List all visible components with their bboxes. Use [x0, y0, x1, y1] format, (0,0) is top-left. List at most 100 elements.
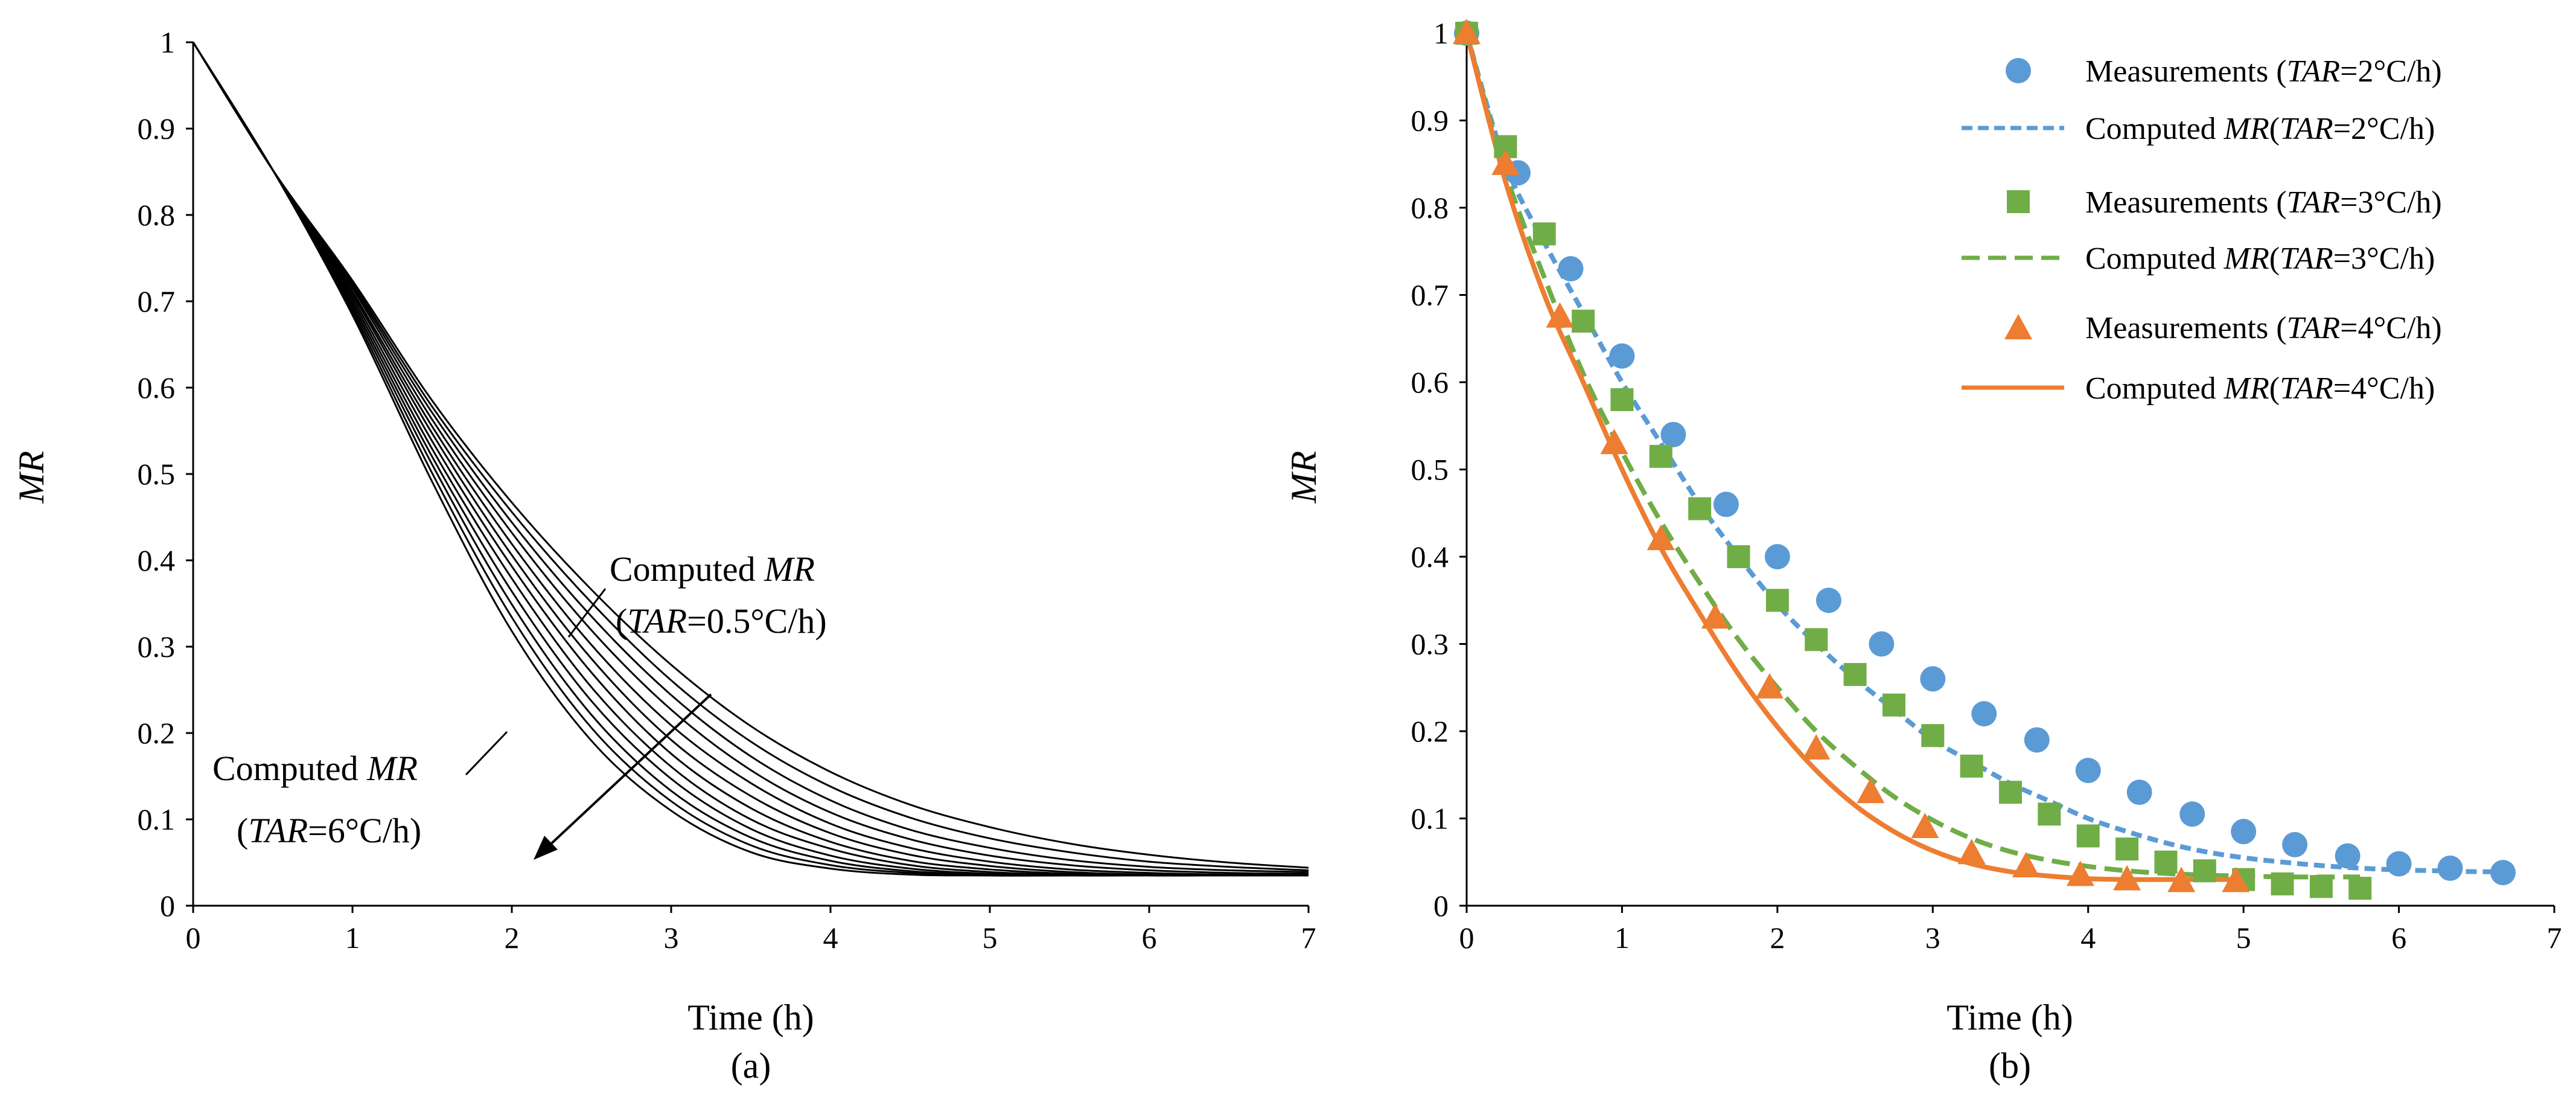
marker-circle [1660, 421, 1686, 447]
marker-square [2038, 802, 2061, 826]
annotation-top-line1-italic: MR [764, 549, 815, 589]
annotation-top-line2-italic: TAR [627, 601, 687, 641]
legend-5-plain: Computed [2085, 371, 2224, 406]
panel-b-series-group [1453, 19, 2516, 900]
annotation-top-line2-rest: =0.5°C/h) [687, 601, 827, 641]
marker-triangle [1647, 525, 1675, 551]
computed-line-series-3 [1464, 32, 2361, 880]
y-tick-label: 0.3 [138, 630, 176, 664]
marker-square [1765, 589, 1789, 612]
y-tick-label: 1 [1433, 16, 1449, 50]
svg-text:Computed MR: Computed MR [610, 549, 815, 589]
panel-a-y-tick-labels: 0 0.1 0.2 0.3 0.4 0.5 0.6 0.7 0.8 0.9 1 [138, 25, 176, 923]
svg-text:(TAR=6°C/h): (TAR=6°C/h) [237, 811, 421, 850]
legend-1-italic2: TAR [2280, 112, 2333, 146]
y-tick-label: 0.1 [1411, 802, 1449, 836]
marker-square [2348, 877, 2372, 900]
y-tick-label: 0.8 [1411, 191, 1449, 225]
panel-a-x-axis-label: Time (h) [687, 997, 814, 1037]
panel-b-label: (b) [1989, 1046, 2031, 1086]
marker-circle [1764, 544, 1790, 569]
panel-b-y-axis-label: MR [1284, 451, 1324, 504]
x-tick-label: 4 [823, 921, 838, 955]
marker-circle [1713, 491, 1739, 517]
legend-0-rest: =2°C/h) [2340, 54, 2442, 89]
y-tick-label: 0.2 [1411, 714, 1449, 748]
legend-0-italic: TAR [2287, 54, 2341, 89]
y-tick-label: 1 [160, 25, 175, 59]
x-tick-label: 1 [345, 921, 360, 955]
svg-text:Measurements (TAR=4°C/h): Measurements (TAR=4°C/h) [2085, 311, 2442, 345]
marker-triangle [1546, 302, 1574, 328]
legend-4-italic: TAR [2287, 311, 2341, 345]
panel-a-x-tick-labels: 0 1 2 3 4 5 6 7 [186, 921, 1316, 955]
legend-swatch-triangle [2004, 314, 2032, 339]
annotation-bottom-line2-italic: TAR [248, 811, 308, 850]
legend-2-italic: TAR [2287, 185, 2341, 220]
x-tick-label: 1 [1615, 921, 1630, 955]
y-tick-label: 0.7 [1411, 278, 1449, 312]
y-tick-label: 0.8 [138, 198, 176, 232]
x-tick-label: 6 [2391, 921, 2406, 955]
panel-b-x-axis-label: Time (h) [1946, 997, 2073, 1037]
y-tick-label: 0.5 [138, 457, 176, 491]
marker-circle [2490, 860, 2516, 886]
arrow-shaft [545, 693, 712, 850]
y-tick-label: 0.4 [1411, 540, 1449, 574]
marker-square [2193, 859, 2216, 883]
panel-a-y-axis-label: MR [11, 451, 51, 504]
legend-4-rest: =4°C/h) [2340, 311, 2442, 345]
marker-triangle [1453, 19, 1481, 44]
panel-a-annotation-tar-0.5: Computed MR (TAR=0.5°C/h) [567, 549, 827, 641]
marker-square [1532, 222, 1556, 246]
svg-text:(TAR=0.5°C/h): (TAR=0.5°C/h) [616, 601, 827, 641]
legend-item-computed-tar-4: Computed MR(TAR=4°C/h) [1962, 371, 2435, 406]
svg-text:Computed MR(TAR=2°C/h): Computed MR(TAR=2°C/h) [2085, 112, 2435, 146]
legend-item-measurements-tar-4: Measurements (TAR=4°C/h) [2004, 311, 2442, 345]
computed-line-series-5 [1464, 32, 2244, 882]
y-tick-label: 0.3 [1411, 627, 1449, 661]
panel-a-chart: 0 0.1 0.2 0.3 0.4 0.5 0.6 0.7 0.8 0.9 1 0 1 2 3 4 5 6 7 M… [11, 25, 1316, 1086]
marker-triangle [2222, 866, 2250, 892]
marker-circle [2386, 851, 2412, 877]
x-tick-label: 7 [1301, 921, 1316, 955]
y-tick-label: 0.6 [138, 371, 176, 405]
marker-square [1960, 754, 1983, 778]
marker-circle [2075, 758, 2101, 784]
curve-series-3 [192, 42, 1309, 875]
panel-a-label: (a) [731, 1046, 771, 1086]
curve-series-0 [192, 42, 1309, 869]
marker-square [1805, 628, 1828, 652]
svg-text:Computed MR: Computed MR [212, 749, 418, 788]
panel-b-chart: 0 0.1 0.2 0.3 0.4 0.5 0.6 0.7 0.8 0.9 1 0 1 2 3 4 5 6 7 M… [1284, 16, 2562, 1086]
y-tick-label: 0.9 [1411, 104, 1449, 138]
marker-square [2115, 837, 2139, 861]
panel-a-series-group [192, 42, 1309, 877]
curve-series-4 [192, 42, 1309, 877]
marker-circle [1816, 588, 1841, 613]
legend-5-italic: MR [2224, 371, 2269, 406]
legend-3-italic: MR [2224, 242, 2269, 276]
panel-b-x-tick-labels: 0 1 2 3 4 5 6 7 [1459, 921, 2562, 955]
x-tick-label: 3 [664, 921, 679, 955]
legend-swatch-square [2007, 190, 2030, 213]
marker-square [1921, 724, 1945, 748]
svg-text:Computed MR(TAR=4°C/h): Computed MR(TAR=4°C/h) [2085, 371, 2435, 406]
y-tick-label: 0 [160, 889, 175, 923]
marker-square [1688, 497, 1712, 520]
marker-triangle [1857, 778, 1885, 804]
legend-3-paren: ( [2269, 242, 2280, 276]
curve-series-11 [192, 42, 1309, 877]
marker-circle [1869, 631, 1895, 657]
x-tick-label: 0 [186, 921, 201, 955]
legend-3-rest: =3°C/h) [2333, 242, 2435, 276]
annotation-bottom-line1-italic: MR [366, 749, 418, 788]
panel-b-y-tick-labels: 0 0.1 0.2 0.3 0.4 0.5 0.6 0.7 0.8 0.9 1 [1411, 16, 1449, 923]
y-tick-label: 0.7 [138, 284, 176, 318]
legend-1-plain: Computed [2085, 112, 2224, 146]
annotation-bottom-line1-plain: Computed [212, 749, 367, 788]
annotation-top-leader [567, 588, 607, 638]
x-tick-label: 2 [505, 921, 520, 955]
legend-1-paren: ( [2269, 112, 2280, 146]
y-tick-label: 0.5 [1411, 453, 1449, 487]
